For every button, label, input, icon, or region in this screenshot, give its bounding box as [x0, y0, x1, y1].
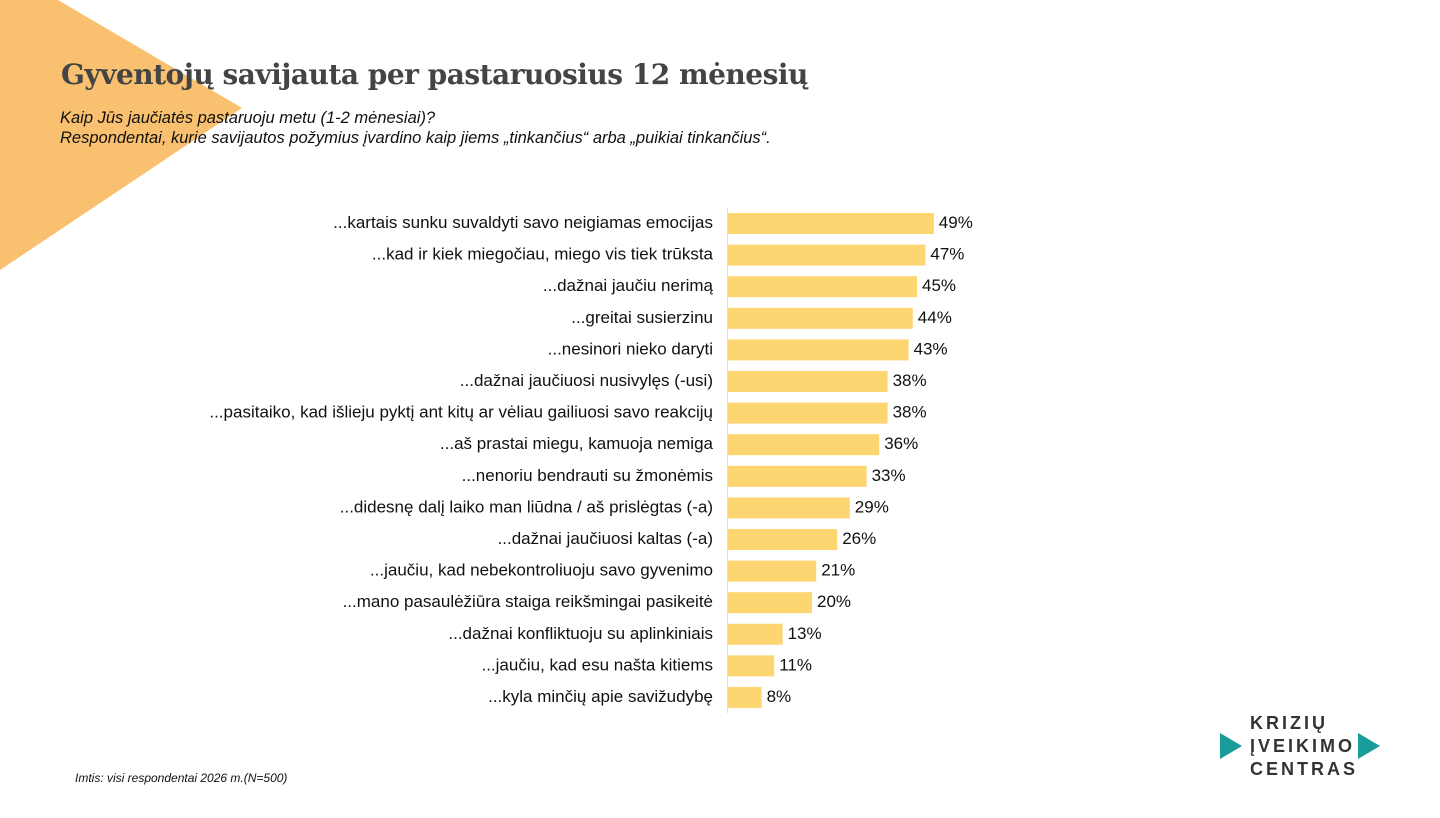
bar: [728, 371, 888, 392]
category-label: ...dažnai jaučiu nerimą: [543, 276, 714, 295]
bar: [728, 402, 888, 424]
bar: [728, 213, 934, 234]
logo: KRIZIŲ ĮVEIKIMO CENTRAS: [1250, 712, 1358, 781]
value-label: 43%: [914, 339, 948, 358]
category-label: ...dažnai jaučiuosi nusivylęs (-usi): [460, 371, 713, 390]
category-label: ...nenoriu bendrauti su žmonėmis: [462, 466, 713, 485]
footnote: Imtis: visi respondentai 2026 m.(N=500): [75, 771, 288, 785]
bar: [728, 276, 917, 298]
category-label: ...aš prastai miegu, kamuoja nemiga: [440, 434, 714, 453]
value-label: 20%: [817, 592, 851, 611]
bar: [728, 623, 783, 645]
category-label: ...dažnai konfliktuoju su aplinkiniais: [448, 624, 713, 643]
logo-line: CENTRAS: [1250, 759, 1359, 779]
value-label: 11%: [779, 655, 812, 674]
category-label: ...greitai susierzinu: [571, 308, 713, 327]
subtitle-line: Respondentai, kurie savijautos požymius …: [60, 129, 771, 147]
category-label: ...dažnai jaučiuosi kaltas (-a): [498, 529, 713, 548]
logo-line: KRIZIŲ: [1250, 713, 1328, 733]
bar: [728, 687, 762, 708]
value-label: 26%: [842, 529, 876, 548]
value-label: 44%: [918, 308, 952, 327]
bar: [728, 655, 775, 677]
logo-arrow: [1220, 733, 1242, 759]
category-label: ...jaučiu, kad esu našta kitiems: [481, 655, 713, 674]
value-label: 8%: [767, 687, 792, 706]
bar: [728, 307, 913, 329]
chart-subtitle: Kaip Jūs jaučiatės pastaruoju metu (1-2 …: [60, 108, 780, 148]
bar: [728, 592, 812, 614]
value-label: 38%: [893, 371, 927, 390]
category-label: ...kyla minčių apie savižudybę: [488, 687, 713, 706]
value-label: 13%: [788, 624, 822, 643]
value-label: 38%: [893, 403, 927, 422]
logo-line: ĮVEIKIMO: [1250, 736, 1356, 756]
value-label: 33%: [872, 466, 906, 485]
category-label: ...kartais sunku suvaldyti savo neigiama…: [333, 213, 713, 232]
bar: [728, 339, 909, 361]
category-label: ...kad ir kiek miegočiau, miego vis tiek…: [372, 245, 714, 264]
value-label: 36%: [884, 434, 918, 453]
value-label: 45%: [922, 276, 956, 295]
value-label: 49%: [939, 213, 973, 232]
corner-triangle: [0, 0, 242, 270]
category-label: ...pasitaiko, kad išlieju pyktį ant kitų…: [209, 403, 713, 422]
subtitle-line: Kaip Jūs jaučiatės pastaruoju metu (1-2 …: [60, 109, 436, 127]
category-label: ...mano pasaulėžiūra staiga reikšmingai …: [343, 592, 713, 611]
bar: [728, 244, 926, 266]
bar: [728, 434, 880, 456]
category-label: ...jaučiu, kad nebekontroliuoju savo gyv…: [370, 561, 713, 580]
bar: [728, 465, 867, 487]
chart-title: Gyventojų savijauta per pastaruosius 12 …: [61, 58, 808, 91]
value-label: 47%: [930, 245, 964, 264]
bar: [728, 529, 838, 550]
bar: [728, 497, 850, 519]
value-label: 29%: [855, 497, 889, 516]
value-label: 21%: [821, 561, 855, 580]
category-label: ...didesnę dalį laiko man liūdna / aš pr…: [340, 497, 713, 516]
bar: [728, 560, 817, 582]
logo-arrow: [1358, 733, 1380, 759]
category-label: ...nesinori nieko daryti: [548, 339, 713, 358]
